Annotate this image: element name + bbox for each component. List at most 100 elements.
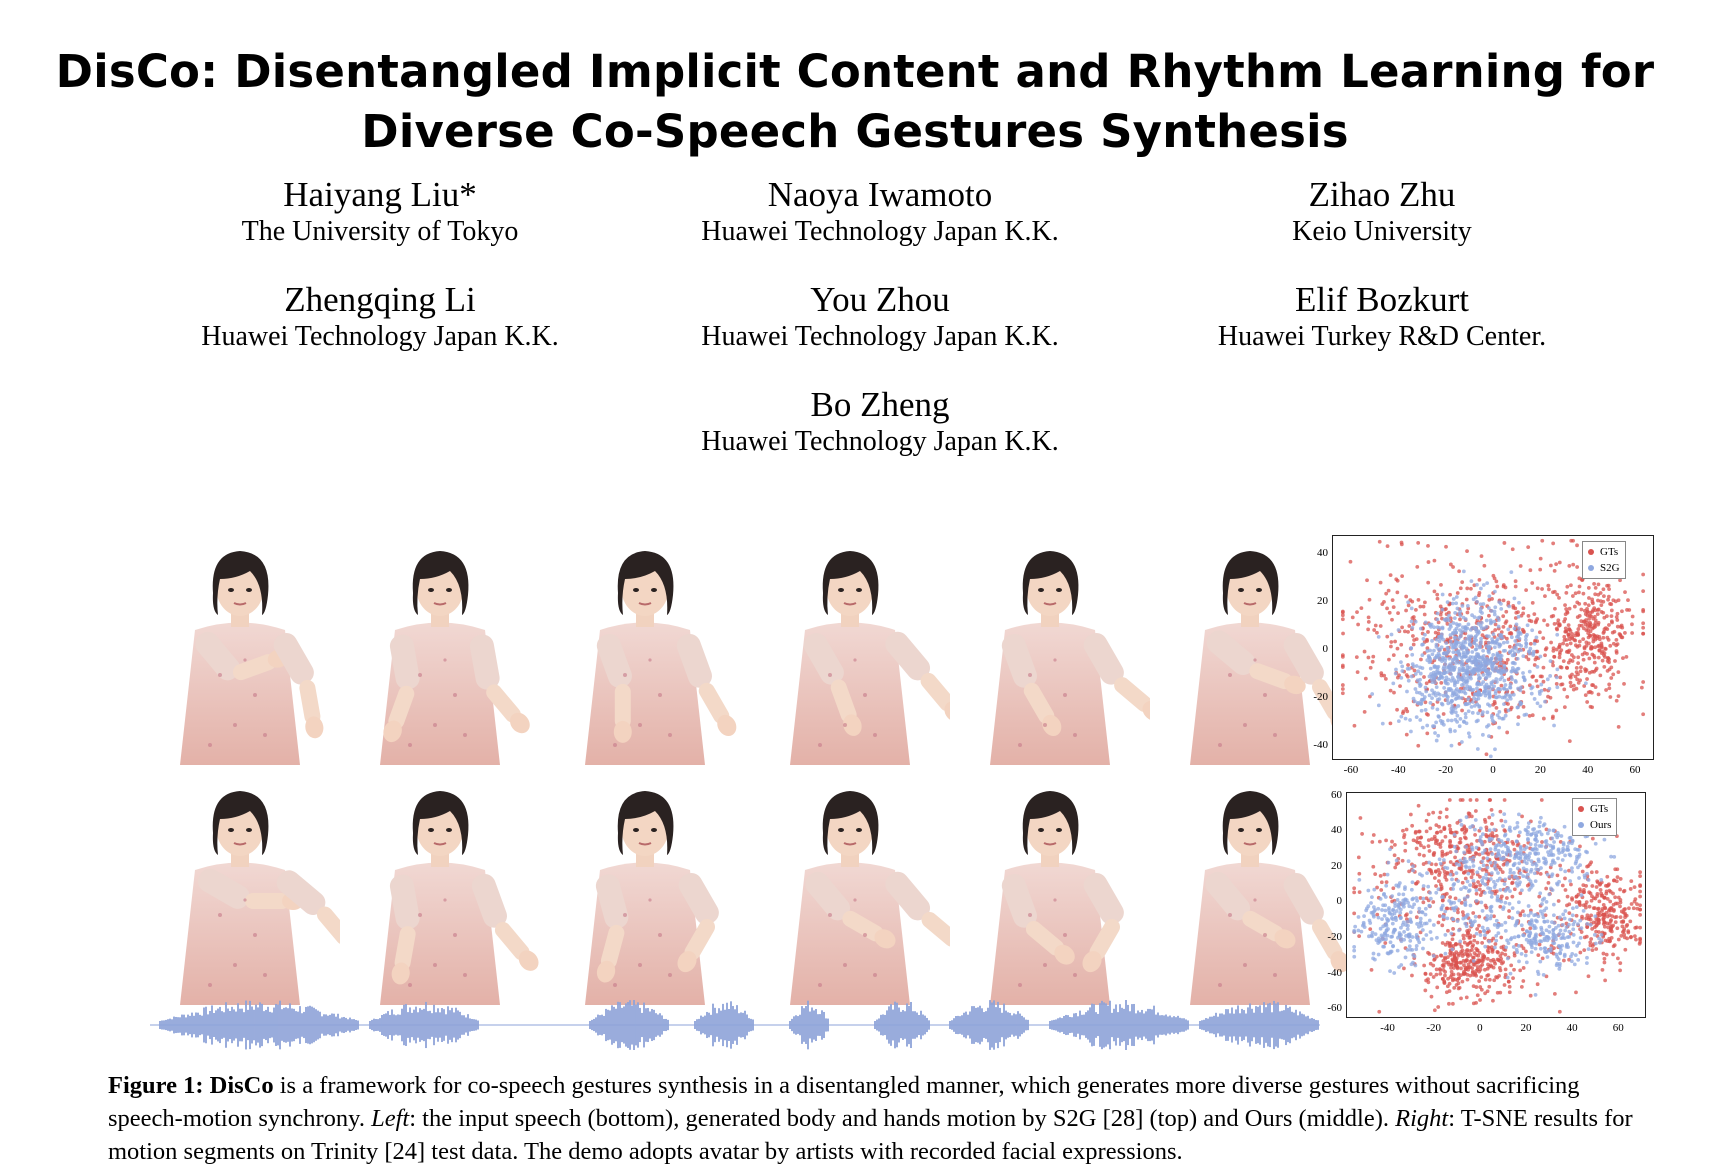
scatter-point bbox=[1548, 659, 1553, 664]
scatter-point bbox=[1571, 927, 1576, 932]
scatter-point bbox=[1435, 592, 1440, 597]
scatter-point bbox=[1395, 590, 1400, 595]
scatter-point bbox=[1487, 689, 1492, 693]
scatter-point bbox=[1462, 940, 1467, 945]
scatter-point bbox=[1493, 589, 1497, 594]
scatter-point bbox=[1522, 859, 1527, 864]
scatter-point bbox=[1443, 942, 1448, 947]
scatter-point bbox=[1569, 882, 1573, 887]
scatter-point bbox=[1447, 798, 1452, 802]
scatter-point bbox=[1483, 991, 1487, 996]
scatter-point bbox=[1366, 627, 1371, 632]
scatter-point bbox=[1609, 854, 1613, 859]
scatter-point bbox=[1567, 852, 1572, 857]
scatter-point bbox=[1461, 650, 1466, 655]
scatter-point bbox=[1538, 891, 1543, 896]
scatter-point bbox=[1529, 882, 1534, 886]
scatter-point bbox=[1512, 596, 1517, 601]
scatter-point bbox=[1411, 622, 1416, 626]
scatter-point bbox=[1500, 951, 1504, 956]
scatter-point bbox=[1484, 669, 1488, 673]
scatter-point bbox=[1589, 913, 1594, 918]
scatter-point bbox=[1550, 920, 1554, 925]
scatter-point bbox=[1506, 702, 1510, 706]
scatter-point bbox=[1440, 898, 1445, 903]
scatter-point bbox=[1590, 626, 1595, 631]
scatter-point bbox=[1397, 892, 1401, 897]
scatter-point bbox=[1571, 562, 1576, 567]
scatter-point bbox=[1493, 605, 1498, 610]
scatter-point bbox=[1356, 928, 1361, 933]
scatter-point bbox=[1532, 926, 1537, 931]
scatter-point bbox=[1590, 669, 1594, 674]
scatter-point bbox=[1592, 655, 1597, 660]
scatter-point bbox=[1563, 603, 1567, 607]
scatter-point bbox=[1505, 657, 1510, 662]
scatter-point bbox=[1480, 908, 1485, 913]
scatter-point bbox=[1393, 904, 1398, 908]
scatter-point bbox=[1483, 660, 1488, 665]
scatter-point bbox=[1535, 701, 1540, 706]
scatter-point bbox=[1381, 944, 1385, 949]
scatter-point bbox=[1510, 648, 1515, 653]
scatter-point bbox=[1471, 884, 1476, 889]
scatter-point bbox=[1460, 954, 1465, 958]
scatter-point bbox=[1481, 680, 1486, 684]
scatter-point bbox=[1447, 610, 1451, 615]
scatter-point bbox=[1597, 648, 1602, 653]
scatter-point bbox=[1509, 570, 1514, 574]
scatter-point bbox=[1585, 700, 1590, 704]
scatter-point bbox=[1474, 968, 1479, 973]
scatter-point bbox=[1588, 940, 1593, 945]
scatter-point bbox=[1486, 640, 1491, 645]
scatter-point bbox=[1429, 837, 1434, 842]
scatter-point bbox=[1382, 913, 1387, 918]
scatter-point bbox=[1590, 894, 1594, 899]
scatter-point bbox=[1471, 878, 1476, 883]
scatter-point bbox=[1517, 812, 1521, 817]
scatter-point bbox=[1577, 887, 1582, 892]
scatter-point bbox=[1392, 971, 1397, 975]
scatter-point bbox=[1414, 607, 1418, 612]
scatter-point bbox=[1638, 889, 1642, 894]
scatter-point bbox=[1399, 915, 1403, 920]
scatter-point bbox=[1425, 723, 1430, 728]
scatter-point bbox=[1498, 954, 1503, 958]
scatter-point bbox=[1517, 626, 1521, 631]
scatter-point bbox=[1451, 944, 1456, 948]
scatter-point bbox=[1581, 626, 1586, 631]
scatter-point bbox=[1380, 908, 1384, 912]
author-block: Zihao Zhu Keio University bbox=[1102, 175, 1662, 249]
scatter-point bbox=[1530, 628, 1535, 633]
scatter-point bbox=[1461, 645, 1465, 650]
scatter-point bbox=[1439, 582, 1443, 587]
scatter-point bbox=[1524, 712, 1529, 717]
scatter-point bbox=[1493, 847, 1498, 852]
scatter-point bbox=[1463, 860, 1468, 864]
scatter-point bbox=[1464, 865, 1469, 870]
scatter-point bbox=[1567, 739, 1572, 744]
scatter-point bbox=[1593, 592, 1598, 597]
scatter-point bbox=[1577, 614, 1582, 618]
scatter-point bbox=[1510, 666, 1515, 670]
scatter-point bbox=[1385, 872, 1390, 877]
scatter-point bbox=[1582, 684, 1587, 688]
scatter-point bbox=[1540, 587, 1544, 591]
scatter-point bbox=[1389, 632, 1394, 637]
scatter-point bbox=[1469, 586, 1473, 591]
scatter-point bbox=[1465, 626, 1470, 631]
scatter-point bbox=[1618, 915, 1623, 919]
scatter-point bbox=[1424, 933, 1429, 937]
scatter-point bbox=[1562, 705, 1567, 710]
scatter-point bbox=[1584, 905, 1588, 910]
scatter-point bbox=[1479, 620, 1484, 625]
scatter-point bbox=[1456, 674, 1460, 679]
scatter-point bbox=[1544, 899, 1549, 904]
scatter-point bbox=[1477, 838, 1482, 843]
scatter-point bbox=[1448, 633, 1453, 637]
scatter-point bbox=[1440, 719, 1445, 724]
scatter-point bbox=[1624, 913, 1629, 918]
scatter-point bbox=[1482, 839, 1487, 844]
y-tick-label: -40 bbox=[1313, 738, 1328, 751]
scatter-point bbox=[1473, 827, 1477, 832]
